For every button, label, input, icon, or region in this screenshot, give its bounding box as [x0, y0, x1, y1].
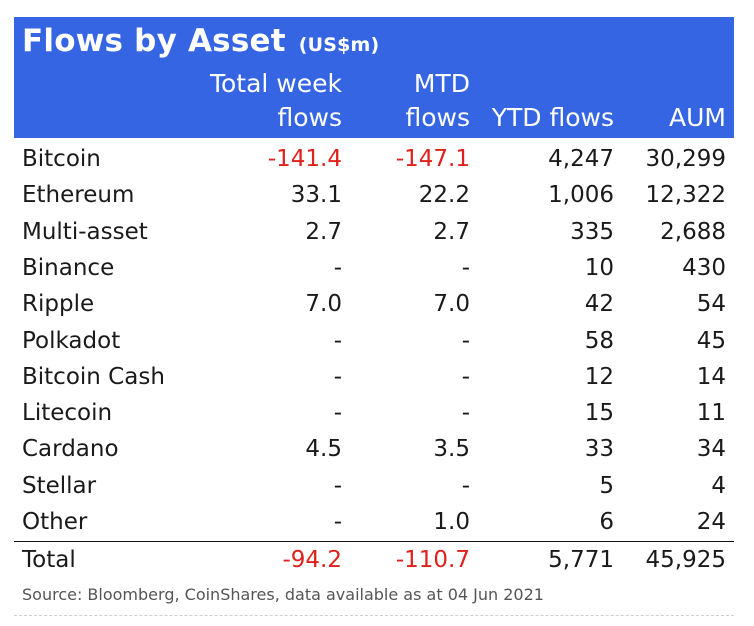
ytd-flows-value: 5,771	[548, 547, 614, 574]
asset-name: Binance	[22, 254, 115, 281]
total-week-flows-value: -	[333, 363, 342, 390]
mtd-flows-value: 3.5	[433, 436, 470, 463]
asset-name: Ethereum	[22, 182, 135, 209]
mtd-flows-value: 22.2	[418, 182, 470, 209]
title-text: Flows by Asset	[22, 23, 286, 59]
aum-value: 24	[696, 509, 726, 535]
mtd-flows-value: 7.0	[433, 291, 470, 318]
ytd-flows-value: 1,006	[548, 182, 614, 209]
aum-value: 30,299	[645, 146, 726, 172]
asset-name: Stellar	[22, 472, 97, 499]
aum-value: 2,688	[660, 218, 726, 245]
mtd-flows-value: -147.1	[395, 146, 470, 172]
table-title: Flows by Asset (US$m)	[22, 23, 379, 59]
flows-by-asset-table: Flows by Asset (US$m) Total week flows M…	[14, 17, 734, 617]
total-week-flows-value: -94.2	[282, 547, 342, 574]
table-row: Binance - - 10 430	[14, 250, 734, 286]
total-row: Total -94.2 -110.7 5,771 45,925	[14, 542, 734, 578]
table-row: Bitcoin -141.4 -147.1 4,247 30,299	[14, 141, 734, 177]
table-header: Flows by Asset (US$m) Total week flows M…	[14, 17, 734, 138]
total-week-flows-value: -	[333, 327, 342, 354]
bottom-divider	[14, 615, 734, 617]
mtd-flows-value: -	[461, 363, 470, 390]
title-unit: (US$m)	[298, 34, 380, 56]
asset-name: Polkadot	[22, 327, 121, 354]
ytd-flows-value: 6	[599, 509, 614, 535]
asset-name: Other	[22, 509, 88, 535]
asset-name: Total	[22, 547, 76, 574]
mtd-flows-value: 2.7	[433, 218, 470, 245]
ytd-flows-value: 42	[584, 291, 614, 318]
mtd-flows-value: -	[461, 400, 470, 427]
aum-value: 14	[696, 363, 726, 390]
table-row: Stellar - - 5 4	[14, 468, 734, 504]
aum-value: 12,322	[645, 182, 726, 209]
table-row: Ethereum 33.1 22.2 1,006 12,322	[14, 177, 734, 213]
total-divider	[14, 541, 734, 543]
aum-value: 4	[711, 472, 726, 499]
table-row: Ripple 7.0 7.0 42 54	[14, 286, 734, 322]
ytd-flows-value: 335	[570, 218, 614, 245]
col-header-total-week-line2: flows	[277, 103, 342, 132]
table-row: Litecoin - - 15 11	[14, 395, 734, 431]
asset-name: Litecoin	[22, 400, 113, 427]
table-body: Bitcoin -141.4 -147.1 4,247 30,299 Ethereum 33…	[14, 138, 734, 617]
aum-value: 45,925	[645, 547, 726, 574]
total-week-flows-value: 2.7	[305, 218, 342, 245]
aum-value: 11	[696, 400, 726, 427]
ytd-flows-value: 58	[584, 327, 614, 354]
total-week-flows-value: 4.5	[305, 436, 342, 463]
total-week-flows-value: -	[333, 472, 342, 499]
ytd-flows-value: 5	[599, 472, 614, 499]
total-week-flows-value: -	[333, 400, 342, 427]
aum-value: 430	[682, 254, 726, 281]
total-week-flows-value: -141.4	[267, 146, 342, 172]
mtd-flows-value: -	[461, 327, 470, 354]
mtd-flows-value: -	[461, 472, 470, 499]
ytd-flows-value: 4,247	[548, 146, 614, 172]
ytd-flows-value: 15	[584, 400, 614, 427]
asset-name: Bitcoin Cash	[22, 363, 165, 390]
col-header-aum: AUM	[669, 103, 726, 132]
col-header-mtd-line1: MTD	[413, 69, 470, 98]
ytd-flows-value: 10	[584, 254, 614, 281]
aum-value: 34	[696, 436, 726, 463]
table-row: Multi-asset 2.7 2.7 335 2,688	[14, 214, 734, 250]
table-row: Cardano 4.5 3.5 33 34	[14, 431, 734, 467]
ytd-flows-value: 12	[584, 363, 614, 390]
aum-value: 54	[696, 291, 726, 318]
total-week-flows-value: -	[333, 254, 342, 281]
table-row: Polkadot - - 58 45	[14, 323, 734, 359]
asset-name: Cardano	[22, 436, 119, 463]
col-header-mtd-line2: flows	[405, 103, 470, 132]
total-week-flows-value: -	[333, 509, 342, 535]
source-note: Source: Bloomberg, CoinShares, data avai…	[22, 585, 544, 605]
mtd-flows-value: -110.7	[395, 547, 470, 574]
col-header-ytd: YTD flows	[491, 103, 614, 132]
mtd-flows-value: 1.0	[433, 509, 470, 535]
col-header-total-week-line1: Total week	[209, 69, 342, 98]
asset-name: Multi-asset	[22, 218, 148, 245]
table-row: Other - 1.0 6 24	[14, 504, 734, 540]
asset-name: Ripple	[22, 291, 95, 318]
aum-value: 45	[696, 327, 726, 354]
asset-name: Bitcoin	[22, 146, 101, 172]
total-week-flows-value: 7.0	[305, 291, 342, 318]
total-week-flows-value: 33.1	[290, 182, 342, 209]
mtd-flows-value: -	[461, 254, 470, 281]
table-row: Bitcoin Cash - - 12 14	[14, 359, 734, 395]
ytd-flows-value: 33	[584, 436, 614, 463]
